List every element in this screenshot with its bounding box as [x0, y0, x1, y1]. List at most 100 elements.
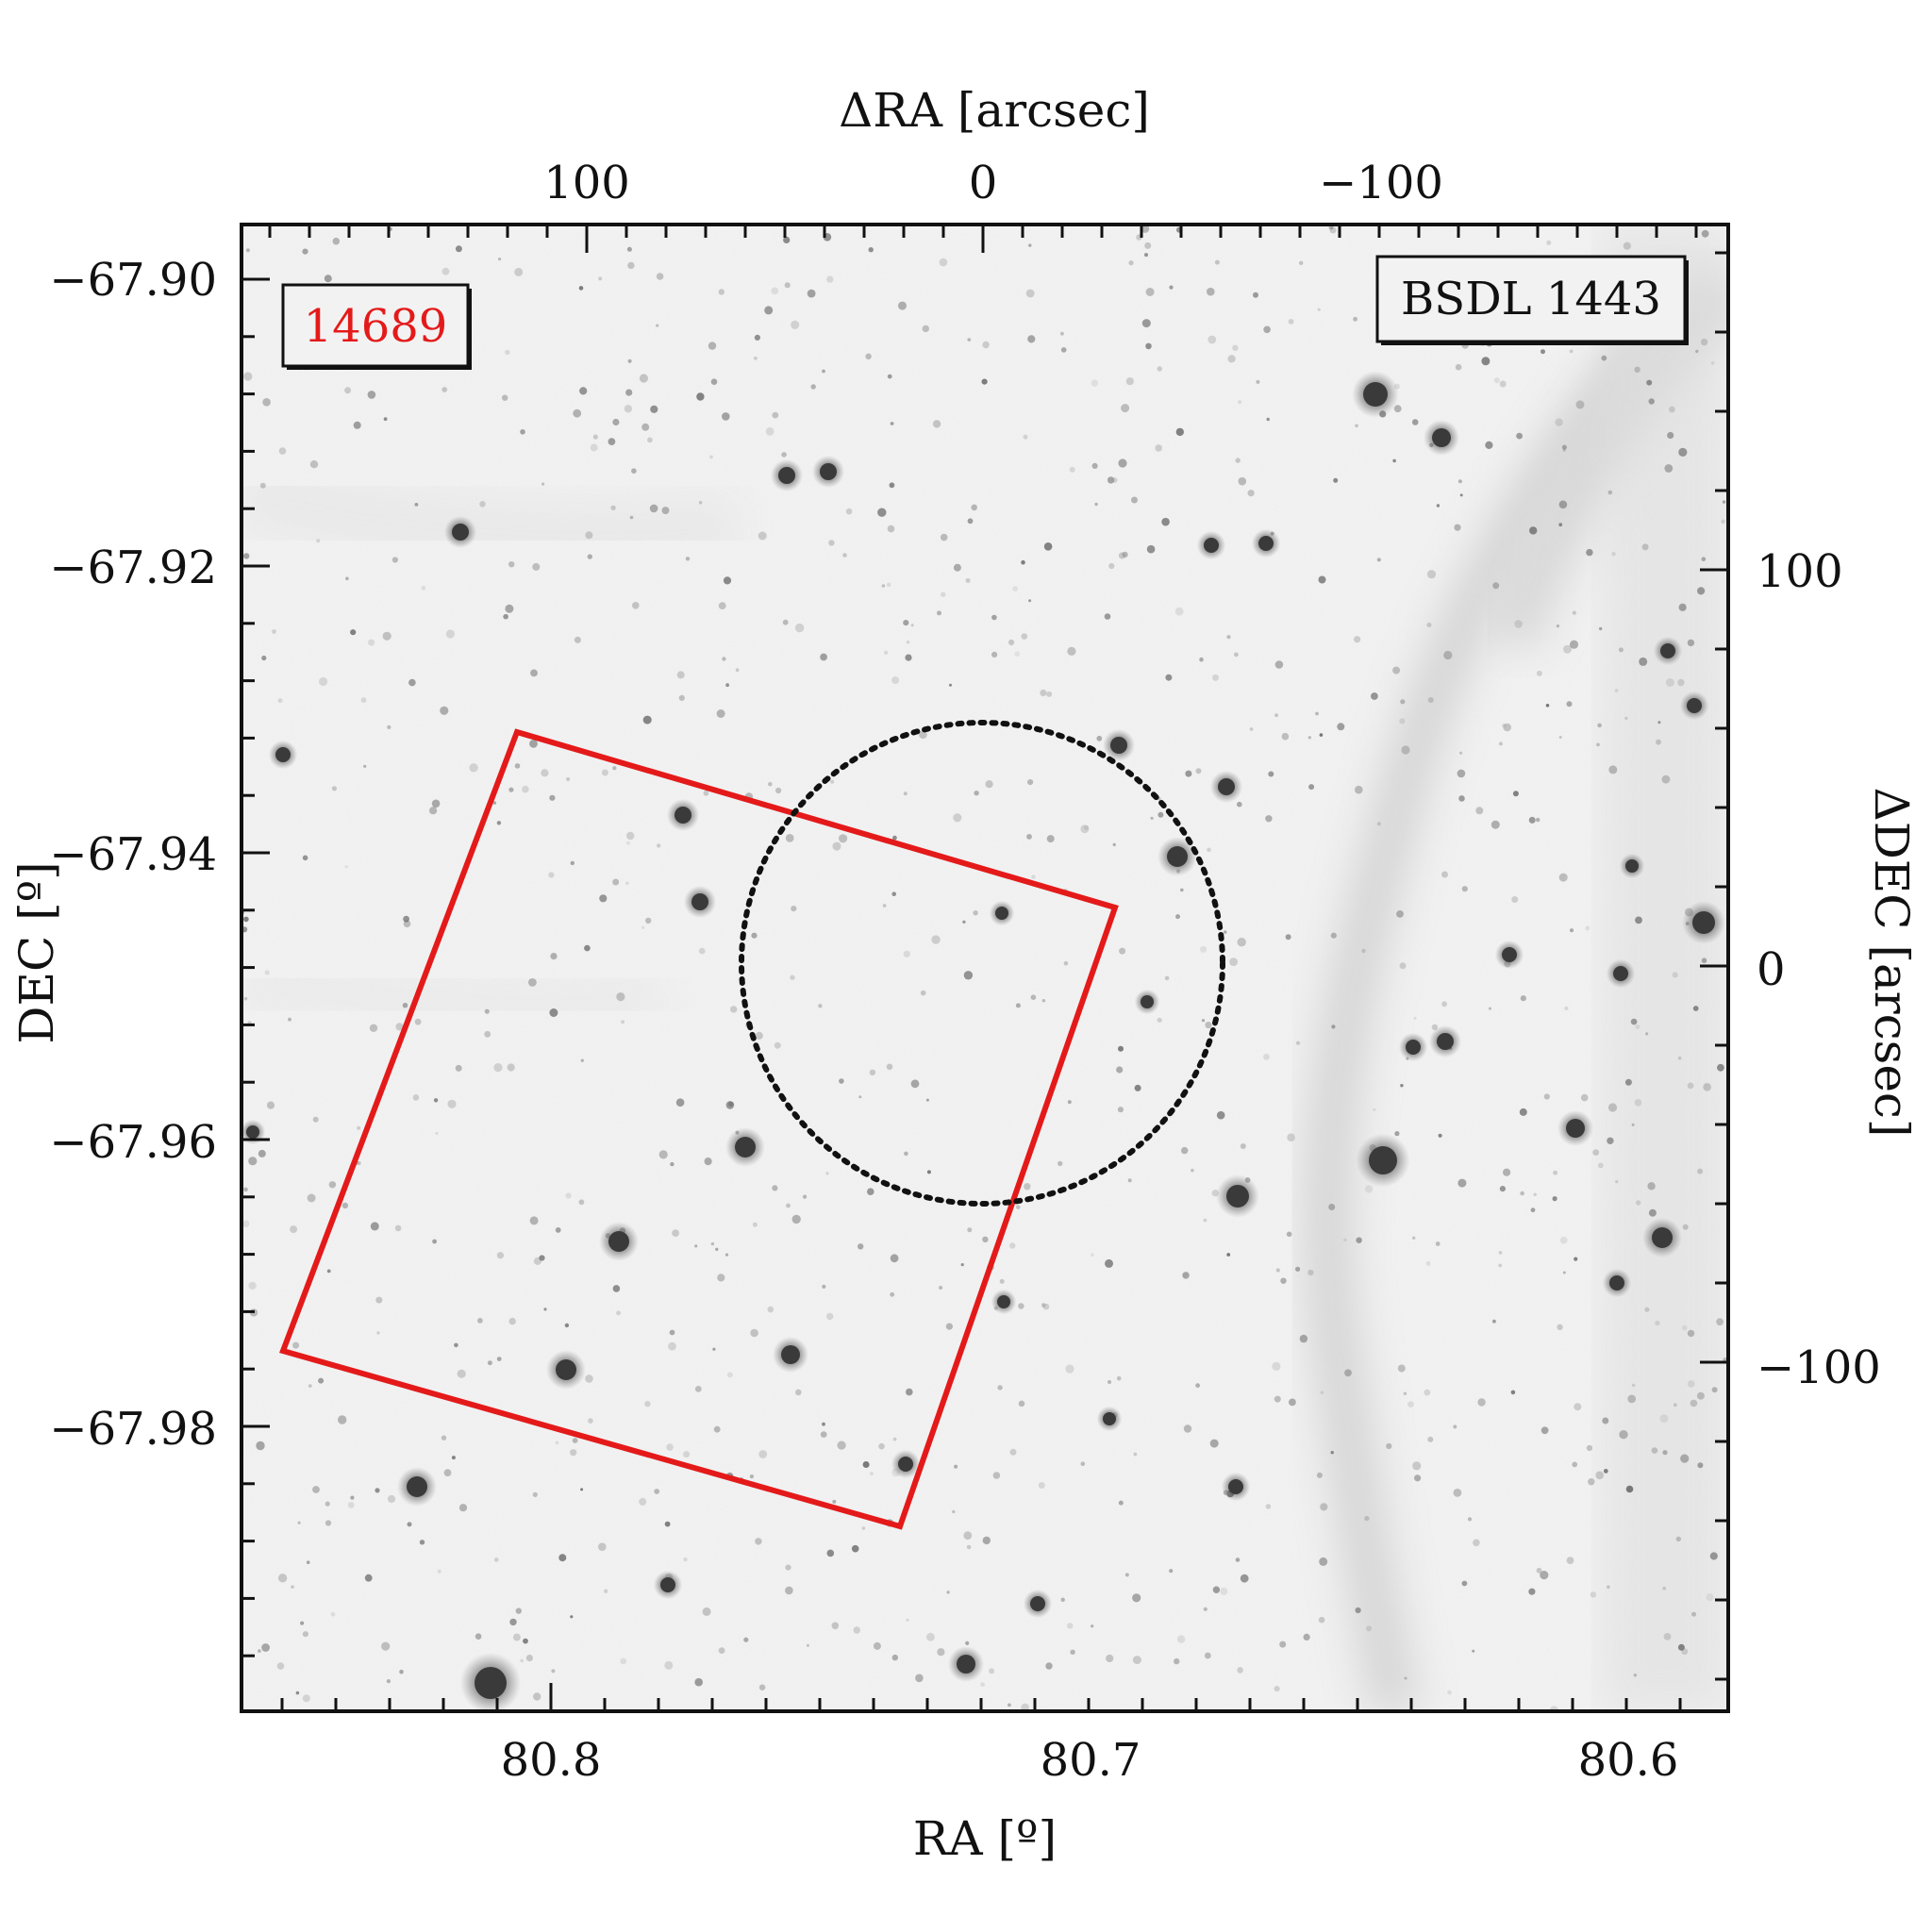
star: [1165, 674, 1173, 681]
star: [1569, 640, 1579, 649]
bright-star: [1226, 1185, 1249, 1208]
star: [443, 1469, 452, 1477]
star: [1655, 1320, 1660, 1326]
star: [520, 429, 525, 435]
star: [698, 947, 706, 955]
star: [1624, 1078, 1632, 1086]
star: [302, 855, 308, 861]
star: [649, 504, 658, 513]
star: [1665, 678, 1674, 687]
star: [1226, 1253, 1231, 1257]
star: [1599, 626, 1603, 631]
star: [455, 245, 462, 253]
star: [395, 1023, 404, 1031]
star: [1646, 379, 1653, 386]
star: [1536, 1567, 1542, 1574]
star: [1299, 260, 1304, 265]
star: [1060, 331, 1064, 336]
bright-star: [995, 907, 1008, 920]
right-axis-title: ΔDEC [arcsec]: [1864, 788, 1919, 1138]
star: [1289, 1398, 1296, 1407]
star: [730, 1006, 738, 1013]
bright-star: [1141, 995, 1154, 1008]
bright-star: [820, 463, 837, 480]
star: [1426, 570, 1437, 579]
star: [782, 619, 789, 625]
star: [539, 1255, 545, 1261]
star: [767, 1306, 774, 1313]
bright-star: [1687, 698, 1702, 713]
star: [1028, 243, 1032, 247]
bright-star: [246, 1125, 259, 1139]
star: [891, 891, 896, 896]
bottom-tick-label: 80.8: [501, 1734, 602, 1787]
star: [1295, 1041, 1301, 1045]
star: [685, 557, 691, 561]
star: [507, 1063, 515, 1072]
star: [512, 1633, 521, 1641]
star: [869, 1069, 876, 1076]
star: [1373, 1108, 1376, 1111]
bright-star: [778, 467, 795, 484]
star: [1175, 427, 1185, 437]
star-field: [242, 225, 1728, 1711]
star: [1394, 1131, 1400, 1137]
star: [708, 341, 717, 350]
star: [1597, 723, 1602, 728]
star: [898, 301, 907, 310]
star: [1191, 1168, 1194, 1173]
star: [1132, 1593, 1141, 1603]
star: [772, 411, 779, 419]
left-tick-label: −67.92: [49, 541, 217, 594]
star: [1108, 562, 1115, 570]
star: [1458, 795, 1465, 802]
star: [1447, 1690, 1452, 1695]
star: [408, 678, 416, 687]
star: [946, 1591, 950, 1594]
star: [1337, 723, 1345, 731]
star: [906, 1618, 909, 1622]
star: [616, 1310, 622, 1316]
star: [932, 420, 941, 428]
star: [1603, 1469, 1608, 1474]
star: [1195, 1383, 1200, 1389]
star: [1226, 635, 1231, 640]
star: [288, 1017, 291, 1022]
star: [598, 1542, 607, 1551]
star: [1559, 1236, 1568, 1244]
star: [794, 623, 805, 633]
star: [1205, 1022, 1212, 1029]
star: [1607, 1137, 1614, 1145]
star: [1281, 732, 1290, 741]
star: [1145, 288, 1155, 296]
star: [1412, 1461, 1422, 1471]
star: [386, 1679, 391, 1684]
star: [1274, 1395, 1281, 1403]
star: [1711, 1387, 1718, 1393]
top-tick-label: −100: [1319, 157, 1443, 209]
star: [587, 554, 592, 559]
star: [822, 1422, 825, 1426]
star: [1411, 419, 1419, 425]
star: [1328, 1204, 1336, 1210]
star: [641, 925, 645, 929]
bright-star: [735, 1137, 756, 1158]
star: [261, 1643, 270, 1652]
star: [1457, 479, 1462, 484]
star: [1320, 1391, 1324, 1395]
star: [1307, 736, 1312, 740]
star: [973, 910, 978, 916]
star: [1203, 1218, 1208, 1223]
star: [1060, 1597, 1065, 1603]
star: [1266, 417, 1270, 422]
star: [1695, 349, 1699, 354]
star: [549, 1008, 558, 1017]
star: [718, 289, 724, 295]
star: [791, 906, 797, 912]
star: [694, 1677, 703, 1687]
star: [532, 1491, 538, 1497]
star: [1318, 1616, 1325, 1624]
star: [1569, 349, 1574, 354]
star: [407, 1522, 412, 1527]
star: [1096, 735, 1103, 741]
